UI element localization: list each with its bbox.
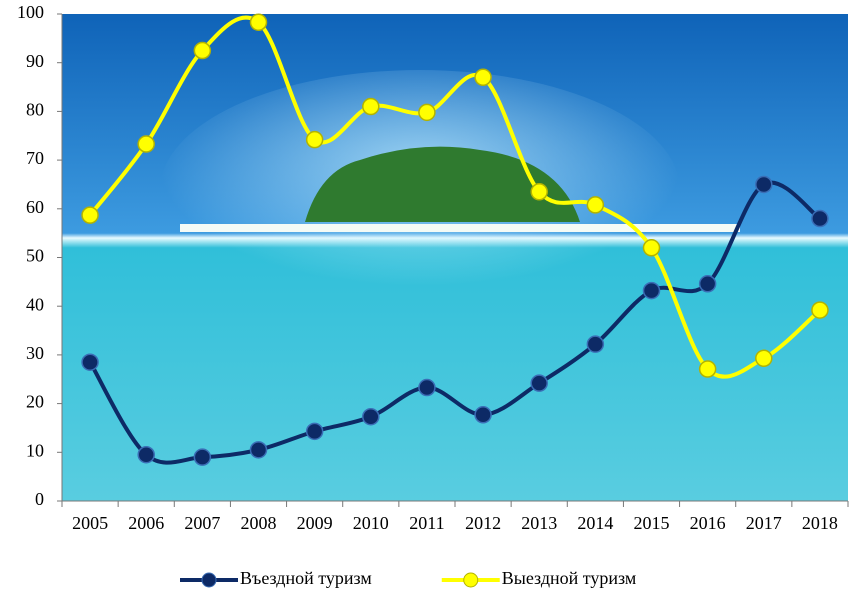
- point: [418, 103, 436, 122]
- point: [81, 206, 99, 224]
- y-tick-label: 70: [26, 148, 44, 168]
- y-tick-label: 80: [26, 100, 44, 120]
- x-tick-label: 2016: [690, 513, 726, 533]
- x-tick-label: 2008: [241, 513, 277, 533]
- point: [362, 407, 380, 426]
- y-tick-label: 20: [26, 392, 44, 412]
- legend-marker: [201, 572, 217, 588]
- point: [249, 441, 268, 459]
- point: [81, 353, 99, 371]
- point: [305, 130, 324, 149]
- point: [698, 360, 717, 378]
- legend-marker: [463, 572, 479, 588]
- x-tick-label: 2007: [184, 513, 220, 533]
- x-tick-label: 2009: [297, 513, 333, 533]
- x-tick-label: 2014: [577, 513, 613, 533]
- y-tick-label: 40: [26, 294, 44, 314]
- point: [530, 374, 548, 392]
- y-tick-label: 30: [26, 343, 44, 363]
- point: [530, 183, 548, 201]
- point: [193, 448, 212, 466]
- point: [193, 41, 212, 60]
- point: [755, 175, 773, 194]
- point: [137, 445, 155, 464]
- legend-label: Въездной туризм: [240, 568, 372, 588]
- x-tick-label: 2018: [802, 513, 838, 533]
- point: [137, 135, 155, 153]
- background: [62, 14, 848, 501]
- x-tick-label: 2017: [746, 513, 782, 533]
- y-tick-label: 50: [26, 246, 44, 266]
- x-tick-label: 2012: [465, 513, 501, 533]
- y-tick-label: 100: [17, 2, 44, 22]
- x-tick-label: 2005: [72, 513, 108, 533]
- x-tick-label: 2011: [409, 513, 444, 533]
- point: [811, 301, 829, 319]
- x-tick-label: 2015: [634, 513, 670, 533]
- point: [305, 422, 324, 441]
- point: [418, 378, 436, 397]
- point: [755, 349, 773, 368]
- point: [586, 196, 605, 214]
- point: [249, 13, 268, 32]
- x-tick-label: 2010: [353, 513, 389, 533]
- y-tick-label: 10: [26, 440, 44, 460]
- x-tick-label: 2006: [128, 513, 164, 533]
- y-tick-label: 60: [26, 197, 44, 217]
- x-tick-label: 2013: [521, 513, 557, 533]
- y-tick-label: 90: [26, 51, 44, 71]
- legend-label: Выездной туризм: [502, 568, 637, 588]
- point: [362, 97, 380, 116]
- point: [642, 239, 661, 257]
- point: [474, 406, 492, 424]
- point: [811, 209, 829, 228]
- point: [474, 68, 492, 87]
- y-tick-label: 0: [35, 489, 44, 509]
- point: [642, 281, 661, 300]
- point: [698, 275, 717, 293]
- point: [586, 335, 605, 353]
